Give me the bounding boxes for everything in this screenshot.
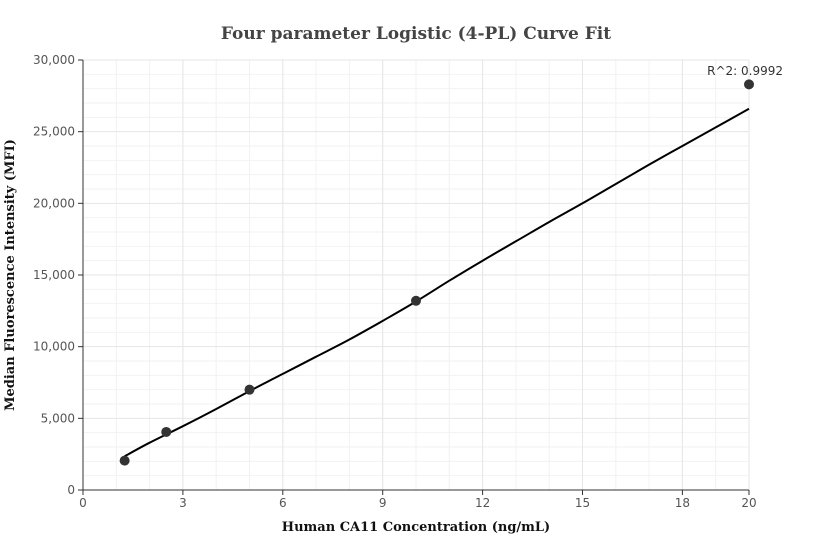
y-tick-label: 25,000 [33, 125, 75, 139]
grid [83, 59, 750, 490]
y-tick-label: 15,000 [33, 268, 75, 282]
x-tick-label: 0 [79, 496, 87, 510]
data-point [119, 455, 130, 466]
y-tick-label: 0 [67, 483, 75, 497]
data-point [744, 79, 754, 90]
data-point [411, 295, 421, 306]
y-tick-label: 5,000 [41, 411, 75, 425]
data-point [244, 384, 255, 395]
data-points [119, 79, 754, 466]
x-axis-ticks: 0 3 6 9 12 15 18 20 [79, 490, 757, 510]
y-tick-label: 10,000 [33, 340, 75, 354]
r-squared-annotation: R^2: 0.9992 [707, 64, 783, 78]
x-tick-label: 9 [379, 496, 387, 510]
x-tick-label: 3 [179, 496, 187, 510]
y-axis-ticks: 0 5,000 10,000 15,000 20,000 25,000 30,000 [33, 53, 83, 497]
x-tick-label: 15 [575, 496, 590, 510]
x-axis-title: Human CA11 Concentration (ng/mL) [282, 520, 550, 535]
fit-curve [124, 107, 750, 458]
x-tick-label: 12 [475, 496, 490, 510]
y-axis-title: Median Fluorescence Intensity (MFI) [3, 139, 18, 411]
data-point [161, 426, 172, 437]
x-tick-label: 20 [741, 496, 756, 510]
y-tick-label: 20,000 [33, 196, 75, 210]
chart-title: Four parameter Logistic (4-PL) Curve Fit [221, 24, 611, 44]
x-tick-label: 6 [279, 496, 287, 510]
x-tick-label: 18 [675, 496, 690, 510]
y-tick-label: 30,000 [33, 53, 75, 67]
